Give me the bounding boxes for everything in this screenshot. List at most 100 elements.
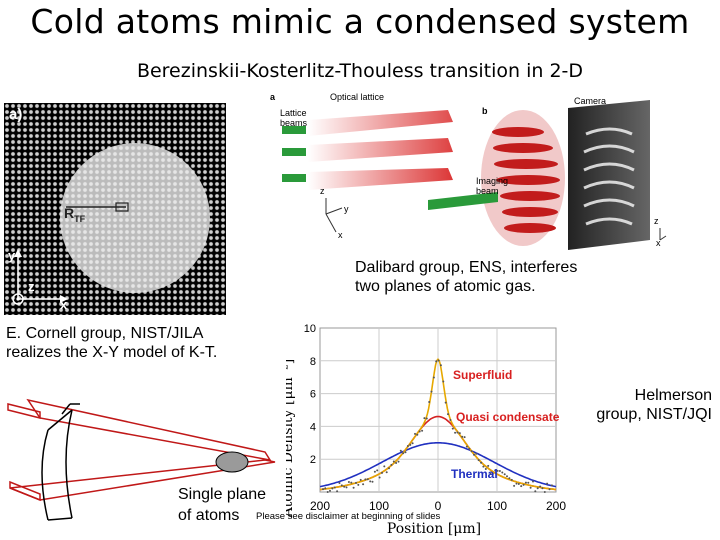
quasi-condensate-label: Quasi condensate	[456, 410, 560, 424]
data-point	[550, 484, 553, 487]
axis-x-label: x	[60, 297, 68, 312]
x-tick-label: 200	[546, 499, 566, 513]
data-point	[366, 478, 369, 481]
y-tick-label: 10	[304, 323, 316, 335]
data-point	[548, 488, 551, 491]
single-plane-caption: Single plane of atoms	[178, 486, 267, 524]
x-tick-label: 200	[310, 499, 330, 513]
data-point	[539, 485, 542, 488]
data-point	[522, 483, 525, 486]
data-point	[484, 468, 487, 470]
optical-drawing	[282, 100, 667, 250]
apparatus-svg	[7, 398, 276, 521]
atom-cloud	[60, 143, 210, 293]
chart-ticks: 2 4 6 8 10 200 100 0 100 200	[304, 323, 567, 513]
optical-lattice-label: Optical lattice	[330, 92, 385, 102]
data-point	[338, 482, 341, 484]
thermal-curve	[319, 442, 557, 488]
camera-axis-z-label: z	[654, 216, 659, 226]
data-point	[425, 417, 428, 420]
thermal-label: Thermal	[451, 467, 498, 481]
axis-z-label: z	[28, 279, 35, 294]
data-point	[506, 475, 508, 478]
data-point	[411, 442, 414, 445]
camera-label: Camera	[574, 96, 607, 106]
data-point	[487, 464, 490, 467]
data-point	[517, 483, 520, 485]
data-point	[331, 487, 334, 490]
apparatus-drawing	[0, 390, 290, 525]
data-point	[496, 469, 499, 472]
data-point	[491, 472, 494, 475]
data-point	[536, 487, 539, 490]
data-point	[477, 459, 480, 462]
data-point	[428, 401, 431, 403]
helmerson-caption: Helmerson group, NIST/JQI	[596, 387, 712, 423]
axis-x-label: x	[338, 230, 343, 240]
axis-y-label: y	[8, 248, 16, 263]
data-point	[494, 469, 497, 472]
radius-label: RTF	[64, 205, 86, 224]
optical-lattice-figure: a b Optical lattice Lattice beams Camera …	[268, 90, 670, 250]
y-tick-label: 4	[310, 421, 316, 433]
data-point	[513, 484, 516, 487]
lattice-beams-label: Lattice beams	[280, 108, 308, 128]
panel-a-label: a	[270, 92, 276, 102]
data-point	[352, 486, 355, 489]
data-point	[378, 476, 381, 479]
chart-series	[319, 357, 557, 493]
lattice-image: a) RTF y z x	[4, 103, 226, 315]
data-point	[414, 432, 416, 435]
data-point	[376, 469, 379, 472]
panel-b-label: b	[482, 106, 488, 116]
data-point	[381, 471, 383, 474]
data-point	[465, 445, 468, 448]
data-point	[324, 487, 327, 490]
data-point	[541, 487, 544, 490]
data-point	[437, 359, 440, 362]
data-point	[498, 470, 501, 472]
data-point	[345, 486, 348, 489]
data-point	[390, 463, 393, 466]
data-point	[439, 364, 442, 367]
chart-x-label: Position [μm]	[387, 521, 481, 537]
data-point	[383, 465, 386, 468]
data-point	[404, 451, 407, 454]
data-point	[546, 482, 549, 485]
data-point	[343, 485, 346, 488]
slide-subtitle: Berezinskii-Kosterlitz-Thouless transiti…	[136, 60, 584, 82]
data-point	[454, 431, 457, 434]
data-point	[524, 481, 527, 484]
data-point	[447, 413, 449, 416]
data-point	[355, 481, 357, 484]
data-point	[421, 429, 424, 432]
data-point	[482, 465, 485, 468]
superfluid-curve	[319, 357, 557, 491]
data-point	[501, 471, 504, 474]
data-point	[373, 470, 376, 473]
data-point	[508, 477, 511, 480]
chart-grid	[319, 327, 557, 493]
data-point	[350, 481, 353, 484]
superfluid-label: Superfluid	[453, 368, 512, 382]
data-point	[347, 481, 350, 483]
data-point	[402, 452, 405, 455]
data-point	[359, 478, 362, 481]
data-point	[534, 490, 537, 493]
data-point	[329, 489, 331, 492]
data-point	[336, 490, 339, 493]
data-point	[520, 485, 523, 488]
data-point	[326, 491, 329, 493]
data-point	[456, 431, 459, 434]
slide-title: Cold atoms mimic a condensed system	[30, 2, 690, 41]
camera-axis-x-label: x	[656, 238, 661, 248]
x-tick-label: 100	[487, 499, 507, 513]
data-point	[468, 447, 471, 450]
data-point	[385, 471, 388, 474]
data-point	[430, 390, 433, 393]
data-point	[475, 452, 478, 455]
density-chart: 2 4 6 8 10 200 100 0 100 200 Atomic Density [μm⁻²…	[286, 323, 567, 537]
data-point	[371, 480, 374, 483]
data-point	[473, 453, 475, 456]
data-point	[357, 483, 360, 486]
